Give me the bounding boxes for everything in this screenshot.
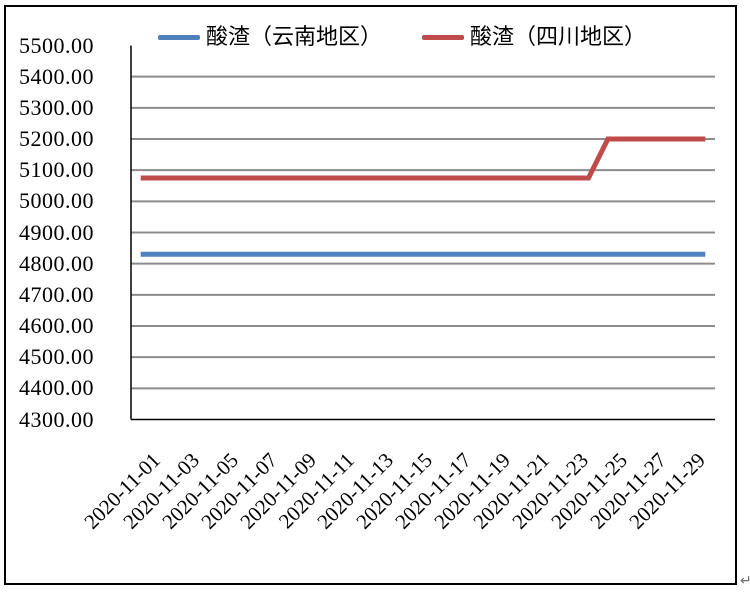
y-tick-label: 4500.00 xyxy=(19,344,94,370)
y-tick-label: 4900.00 xyxy=(19,219,94,245)
legend-label-yunnan: 酸渣（云南地区） xyxy=(206,24,383,49)
legend-item-sichuan: 酸渣（四川地区） xyxy=(422,25,646,49)
legend-label-sichuan: 酸渣（四川地区） xyxy=(470,24,647,49)
y-tick-label: 4800.00 xyxy=(19,250,94,276)
legend-swatch-sichuan-line xyxy=(422,34,465,40)
paragraph-return-mark: ↵ xyxy=(740,573,750,589)
y-tick-label: 5300.00 xyxy=(19,94,94,120)
y-tick-label: 5500.00 xyxy=(19,32,94,58)
y-tick-label: 4700.00 xyxy=(19,281,94,307)
y-tick-label: 4400.00 xyxy=(19,375,94,401)
legend: 酸渣（云南地区） 酸渣（四川地区） xyxy=(158,25,646,49)
y-tick-label: 4600.00 xyxy=(19,313,94,338)
series-line-1 xyxy=(140,136,706,181)
y-tick-label: 4300.00 xyxy=(19,406,94,432)
y-tick-label: 5200.00 xyxy=(19,126,94,151)
y-tick-label: 5100.00 xyxy=(19,157,94,183)
legend-swatch-yunnan-line xyxy=(158,34,200,40)
y-tick-label: 5000.00 xyxy=(19,188,94,214)
legend-item-yunnan: 酸渣（云南地区） xyxy=(158,25,382,49)
y-tick-label: 5400.00 xyxy=(19,63,94,89)
